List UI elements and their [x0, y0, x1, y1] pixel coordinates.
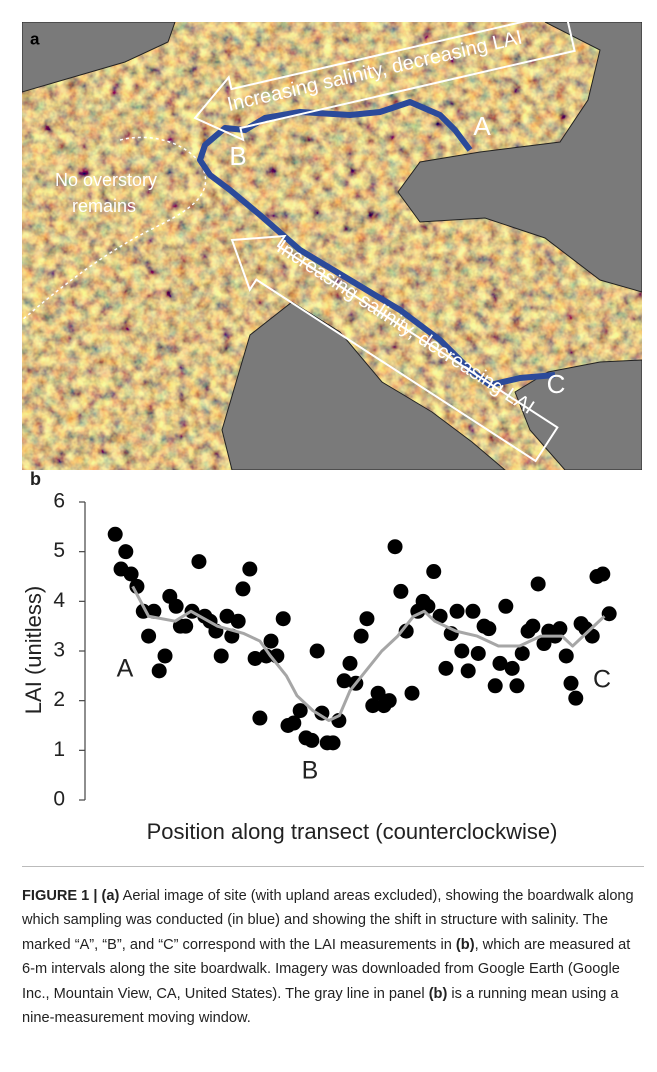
- region-label: No overstory: [55, 170, 157, 190]
- data-point: [157, 648, 173, 664]
- data-point: [438, 660, 454, 676]
- data-point: [325, 735, 341, 751]
- water-area: [221, 301, 506, 470]
- point-annotation: A: [117, 655, 134, 683]
- data-point: [123, 566, 139, 582]
- data-point: [398, 623, 414, 639]
- data-point: [530, 576, 546, 592]
- figure: Increasing salinity, decreasing LAI Incr…: [21, 22, 642, 844]
- data-point: [336, 673, 352, 689]
- data-point: [342, 655, 358, 671]
- y-tick-label: 6: [53, 490, 65, 513]
- point-label: C: [547, 369, 566, 399]
- boardwalk-path: [197, 99, 556, 388]
- data-point: [601, 606, 617, 622]
- data-point: [563, 675, 579, 691]
- data-point: [568, 690, 584, 706]
- panel-label: a: [30, 29, 40, 48]
- data-point: [387, 539, 403, 555]
- data-point: [465, 603, 481, 619]
- data-point: [514, 645, 530, 661]
- data-point: [292, 703, 308, 719]
- data-point: [252, 710, 268, 726]
- point-annotation: C: [593, 666, 611, 694]
- data-point: [304, 732, 320, 748]
- point-label: A: [473, 111, 491, 141]
- caption-text: (b): [455, 936, 475, 953]
- data-point: [370, 685, 386, 701]
- data-point: [454, 643, 470, 659]
- scatter-chart: b LAI (unitless) Position along transect…: [21, 469, 617, 844]
- aerial-image: Increasing salinity, decreasing LAI Incr…: [22, 22, 642, 470]
- data-point: [258, 648, 274, 664]
- y-tick-label: 5: [53, 539, 65, 562]
- panel-label: b: [30, 469, 41, 489]
- data-point: [213, 648, 229, 664]
- y-tick-label: 1: [53, 738, 65, 761]
- data-point: [432, 608, 448, 624]
- x-axis-label: Position along transect (counterclockwis…: [147, 819, 558, 844]
- data-point: [487, 678, 503, 694]
- data-point: [558, 648, 574, 664]
- y-tick-label: 4: [53, 589, 65, 612]
- point-annotation: B: [302, 757, 319, 785]
- figure-caption: FIGURE 1 | (a) Aerial image of site (wit…: [22, 884, 644, 1030]
- water-area: [397, 22, 642, 293]
- data-point: [504, 660, 520, 676]
- data-point: [178, 618, 194, 634]
- data-point: [365, 698, 381, 714]
- y-tick-label: 0: [53, 788, 65, 811]
- caption-text: FIGURE 1 | (a): [22, 888, 120, 904]
- data-point: [191, 554, 207, 570]
- data-point: [481, 621, 497, 637]
- data-point: [381, 693, 397, 709]
- data-point: [393, 583, 409, 599]
- data-point: [492, 655, 508, 671]
- region-outline: [22, 136, 207, 321]
- arrow: [230, 234, 559, 463]
- data-point: [107, 526, 123, 542]
- data-point: [470, 645, 486, 661]
- data-point: [309, 643, 325, 659]
- data-point: [353, 628, 369, 644]
- data-point: [275, 611, 291, 627]
- data-point: [536, 636, 552, 652]
- divider: [22, 866, 644, 867]
- data-point: [230, 613, 246, 629]
- caption-text: , which are measured at 6-m intervals al…: [22, 936, 631, 1002]
- data-point: [168, 598, 184, 614]
- data-point: [449, 603, 465, 619]
- running-mean-line: [131, 585, 606, 723]
- y-axis-label: LAI (unitless): [21, 586, 46, 714]
- region-label: remains: [72, 196, 136, 216]
- y-tick-label: 2: [53, 688, 65, 711]
- data-point: [263, 633, 279, 649]
- data-point: [235, 581, 251, 597]
- data-point: [460, 663, 476, 679]
- data-point: [509, 678, 525, 694]
- data-point: [426, 564, 442, 580]
- data-point: [595, 566, 611, 582]
- y-tick-label: 3: [53, 639, 65, 662]
- point-label: B: [229, 141, 246, 171]
- data-point: [151, 663, 167, 679]
- caption-text: Aerial image of site (with upland areas …: [22, 888, 634, 953]
- caption-text: is a running mean using a nine-measureme…: [22, 985, 619, 1027]
- data-point: [286, 715, 302, 731]
- data-point: [242, 561, 258, 577]
- water-area: [22, 22, 176, 93]
- data-point: [404, 685, 420, 701]
- caption-text: (b): [428, 985, 448, 1002]
- data-point: [552, 621, 568, 637]
- arrow: [193, 22, 576, 142]
- data-point: [118, 544, 134, 560]
- data-point: [498, 598, 514, 614]
- data-point: [359, 611, 375, 627]
- data-point: [141, 628, 157, 644]
- data-point: [525, 618, 541, 634]
